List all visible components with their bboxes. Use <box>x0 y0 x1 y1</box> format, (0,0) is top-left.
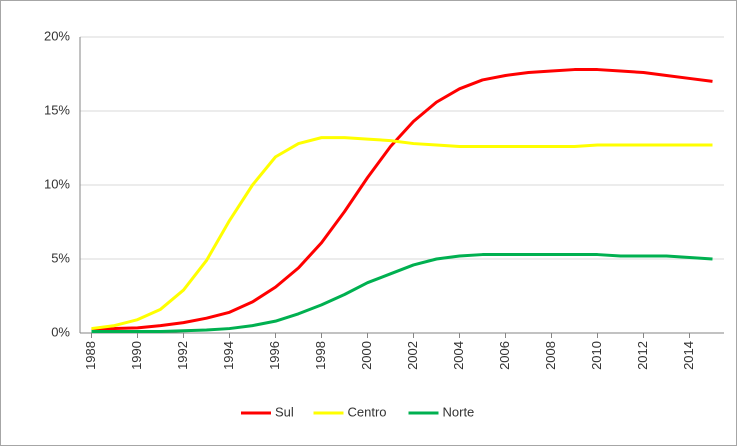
x-tick-label: 2014 <box>681 341 696 370</box>
line-series <box>91 136 713 331</box>
x-tick-label: 1998 <box>313 341 328 370</box>
x-tick-label: 1988 <box>83 341 98 370</box>
x-tick-label: 1996 <box>267 341 282 370</box>
line-series <box>91 253 713 334</box>
x-tick-label: 2008 <box>543 341 558 370</box>
legend-label: Sul <box>275 404 294 419</box>
x-tick-label: 2010 <box>589 341 604 370</box>
y-tick-label: 15% <box>44 102 70 117</box>
y-tick-label: 5% <box>51 250 70 265</box>
x-tick-label: 2002 <box>405 341 420 370</box>
y-tick-label: 10% <box>44 176 70 191</box>
x-tick-label: 2006 <box>497 341 512 370</box>
x-tick-label: 1990 <box>129 341 144 370</box>
legend-label: Centro <box>348 404 387 419</box>
legend-label: Norte <box>443 404 475 419</box>
x-tick-label: 2004 <box>451 341 466 370</box>
x-tick-label: 2012 <box>635 341 650 370</box>
y-tick-label: 0% <box>51 324 70 339</box>
x-tick-label: 1994 <box>221 341 236 370</box>
x-tick-label: 1992 <box>175 341 190 370</box>
line-series <box>91 68 713 332</box>
y-tick-label: 20% <box>44 28 70 43</box>
x-tick-label: 2000 <box>359 341 374 370</box>
